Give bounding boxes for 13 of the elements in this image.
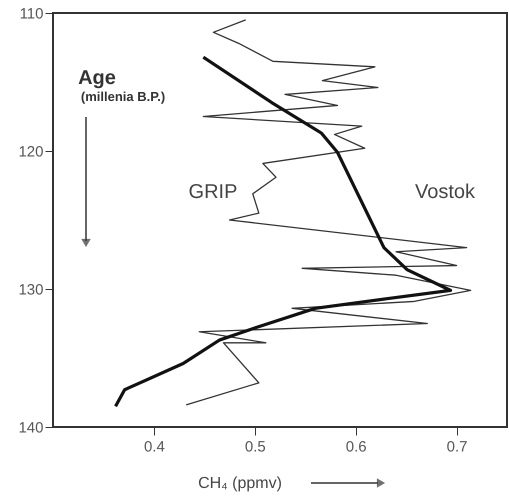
y-tick-label: 110: [20, 6, 44, 22]
y-tick-label: 120: [18, 144, 44, 160]
annotation: Age: [78, 67, 116, 89]
annotation: (millenia B.P.): [80, 89, 166, 104]
x-tick-label: 0.7: [446, 438, 468, 456]
series-label: GRIP: [188, 181, 238, 203]
y-tick-label: 140: [18, 420, 44, 436]
x-axis-title: CH₄ (ppmv): [198, 475, 282, 492]
text: Vostok: [414, 181, 476, 203]
y-tick-label: 130: [18, 282, 44, 298]
x-tick-label: 0.6: [346, 438, 367, 456]
x-tick-label: 0.5: [244, 438, 266, 456]
x-tick-label: 0.4: [144, 438, 165, 456]
